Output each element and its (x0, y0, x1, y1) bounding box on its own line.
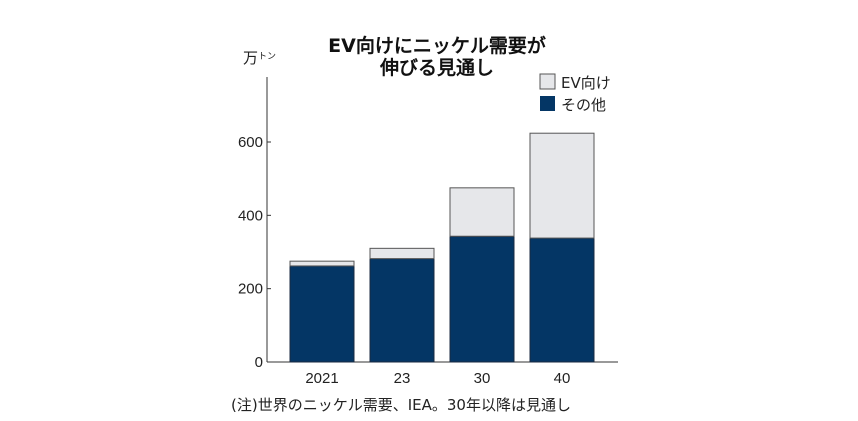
y-tick-label: 200 (238, 281, 263, 298)
legend-label-ev: EV向け (561, 74, 611, 92)
x-tick-label: 23 (394, 370, 411, 387)
y-tick-label: 600 (238, 134, 263, 151)
chart-title-line-1: EV向けにニッケル需要が (328, 34, 546, 57)
bar-ev-30 (449, 187, 515, 237)
legend: EV向け その他 (539, 73, 611, 114)
x-tick-label: 2021 (305, 370, 338, 387)
bar-ev-2021 (289, 260, 355, 267)
bar-other-2021 (289, 265, 355, 363)
tick-labels: 0 200 400 600 2021 23 30 40 (238, 134, 570, 387)
bar-ev-23 (369, 247, 435, 260)
y-tick-label: 0 (255, 354, 263, 371)
y-tick-label: 400 (238, 207, 263, 224)
bar-other-23 (369, 258, 435, 363)
legend-label-other: その他 (561, 96, 606, 114)
legend-swatch-other (540, 96, 555, 111)
x-tick-label: 40 (554, 370, 571, 387)
legend-swatch-ev (539, 73, 556, 90)
x-tick-label: 30 (474, 370, 491, 387)
chart-title-line-2: 伸びる見通し (379, 56, 494, 79)
bars (289, 132, 595, 363)
source-note: (注)世界のニッケル需要、IEA。30年以降は見通し (231, 396, 571, 414)
unit-label: 万トン (243, 49, 276, 67)
bar-other-30 (449, 235, 515, 363)
bar-ev-40 (529, 132, 595, 239)
bar-other-40 (529, 237, 595, 363)
